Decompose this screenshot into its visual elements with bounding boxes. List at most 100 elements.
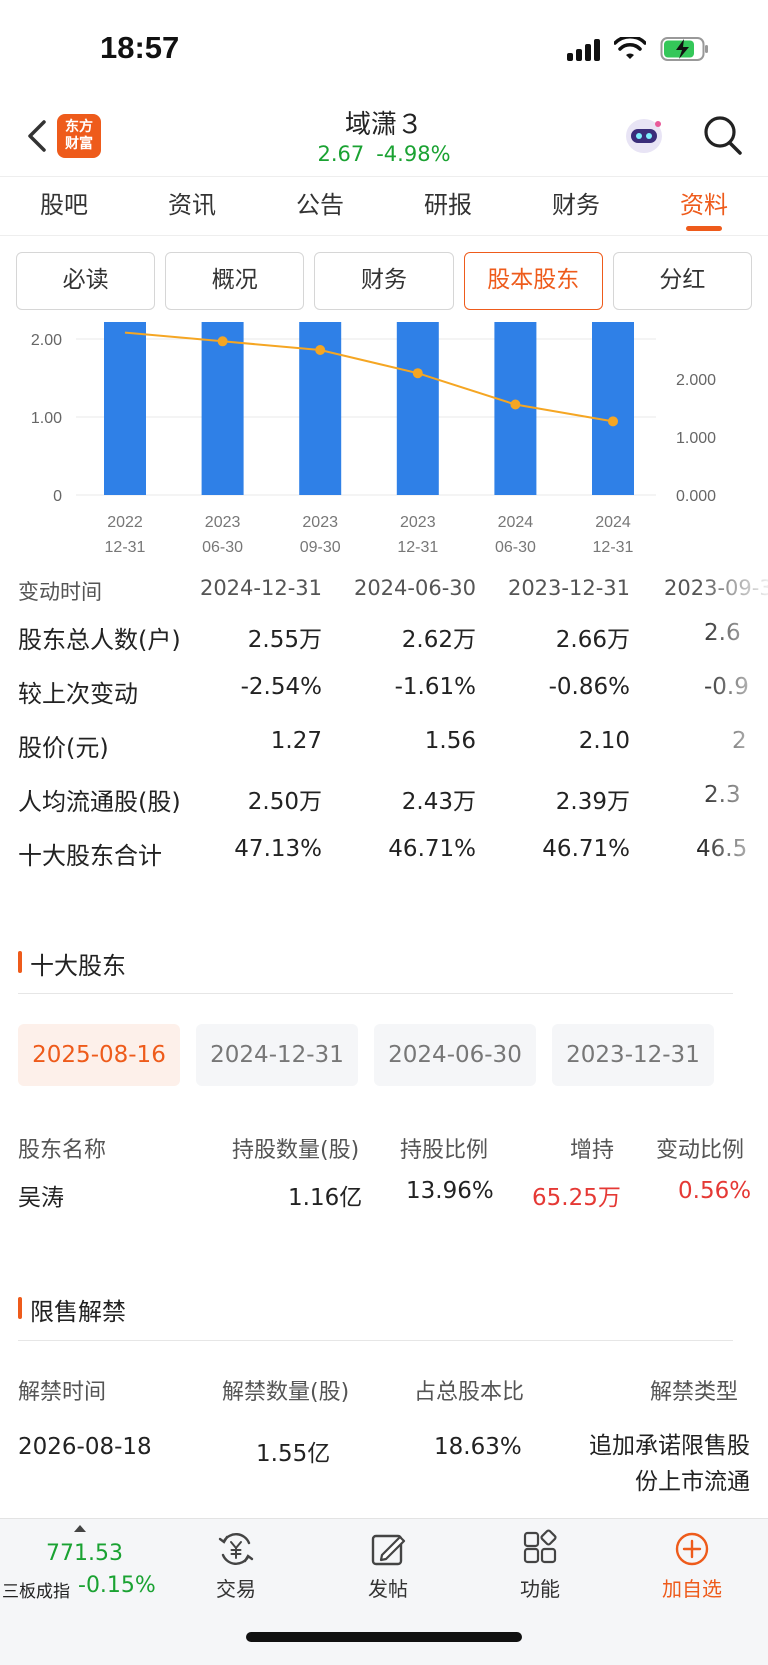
chart-right-tick-label: 0.000 [676,488,716,505]
index-ticker[interactable]: 771.53 三板成指 -0.15% [0,1519,160,1609]
cell: 2.55万 [247,627,322,653]
unlock-ratio: 18.63% [434,1434,522,1460]
date-chip[interactable]: 2025-08-16 [18,1024,180,1086]
chart-x-tick-label: 12-31 [593,539,634,556]
subtab-shareholders[interactable]: 股本股东 [463,252,603,310]
nav-functions-label: 功能 [520,1577,560,1601]
unlock-type-line1: 追加承诺限售股 [589,1433,750,1459]
date-chip[interactable]: 2024-12-31 [196,1024,358,1086]
divider [18,993,733,994]
cell: 2.62万 [401,627,476,653]
index-change: -0.15% [78,1573,156,1598]
tab-research[interactable]: 研报 [424,191,472,219]
holder-shares: 1.16亿 [288,1185,363,1211]
col-unlock-type: 解禁类型 [650,1380,739,1405]
stock-name: 域潇３ [344,110,423,140]
back-arrow-icon[interactable] [22,114,52,158]
col-change-ratio: 变动比例 [656,1138,745,1163]
chart-x-tick-label: 12-31 [105,539,146,556]
chart-left-tick-label: 2.00 [31,332,62,349]
chart-x-tick-label: 2023 [205,514,241,531]
section-title-top10: 十大股东 [18,946,126,981]
table-scroll-fade [698,570,768,870]
logo-line-1: 东方 [65,119,93,135]
home-indicator [246,1632,522,1642]
unlock-type: 追加承诺限售股 份上市流通 [566,1428,750,1500]
row-label: 股价(元) [18,734,109,762]
shareholder-chart-svg: 2.001.0002.0001.0000.000202212-31202306-… [31,322,716,556]
holder-increase: 65.25万 [532,1185,621,1211]
table-row: 股价(元) 1.27 1.56 2.10 2 [0,720,768,770]
nav-add-watchlist-button[interactable]: 加自选 [632,1529,752,1602]
unlock-type-line2: 份上市流通 [635,1469,750,1495]
chart-x-tick-label: 2024 [595,514,631,531]
chart-x-tick-label: 09-30 [300,539,341,556]
subtab-dividend[interactable]: 分红 [612,252,753,310]
subtab-must-read[interactable]: 必读 [16,252,156,310]
cell: 2.66万 [555,627,630,653]
chart-left-tick-label: 0 [53,488,62,505]
chart-left-tick-label: 1.00 [31,410,62,427]
caret-up-icon [74,1525,86,1532]
tab-guba[interactable]: 股吧 [40,191,88,219]
chart-bar [396,322,439,495]
chart-bar [104,322,146,495]
holders-change-table[interactable]: 变动时间 2024-12-31 2024-06-30 2023-12-31 20… [0,570,768,870]
unlock-amount: 1.55亿 [256,1441,331,1467]
chart-line-point [217,336,228,347]
holder-name: 吴涛 [18,1185,64,1211]
tab-finance[interactable]: 财务 [552,191,600,219]
row-label: 十大股东合计 [18,842,162,870]
holders-table-column: 2024-12-31 [199,576,322,600]
stock-price: 2.67 [317,142,365,166]
search-icon[interactable] [700,110,744,158]
date-chip[interactable]: 2023-12-31 [552,1024,714,1086]
nav-post-button[interactable]: 发帖 [328,1529,448,1602]
ai-assistant-robot-icon[interactable] [620,114,668,158]
holder-change-ratio: 0.56% [678,1178,752,1204]
section-title-unlock: 限售解禁 [18,1292,126,1327]
subtab-overview[interactable]: 概况 [165,252,305,310]
cell: 2.10 [578,728,630,754]
table-row[interactable]: 吴涛 1.16亿 13.96% 65.25万 0.56% [0,1178,768,1218]
nav-functions-button[interactable]: 功能 [480,1529,600,1602]
holders-table-column: 2023-12-31 [507,576,630,600]
cellular-signal-icon [567,37,600,61]
nav-trade-button[interactable]: 交易 [176,1529,296,1602]
cell: -0.86% [548,674,630,700]
chart-series-line [124,331,614,423]
cell: 1.56 [424,728,476,754]
col-unlock-ratio: 占总股本比 [414,1380,525,1405]
wifi-icon [614,37,646,59]
tab-announcements[interactable]: 公告 [296,191,344,219]
table-row: 较上次变动 -2.54% -1.61% -0.86% -0.9 [0,666,768,716]
tab-profile[interactable]: 资料 [640,177,768,235]
cell: 2.50万 [247,789,322,815]
status-icons [567,36,710,62]
grid-apps-icon [523,1529,557,1564]
chart-line-point [510,399,521,410]
index-value: 771.53 [46,1541,123,1566]
col-unlock-date: 解禁时间 [18,1380,107,1405]
cell: 2.43万 [401,789,476,815]
holders-table-column: 2024-06-30 [353,576,476,600]
status-bar: 18:57 [0,0,768,100]
divider [18,1340,733,1341]
tab-news[interactable]: 资讯 [168,191,216,219]
chart-x-tick-label: 2023 [302,514,338,531]
cell: 1.27 [270,728,322,754]
chart-x-tick-label: 06-30 [495,539,536,556]
bottom-toolbar: 771.53 三板成指 -0.15% 交易 发帖 功能 [0,1518,768,1665]
main-tabs: 股吧 资讯 公告 研报 财务 资料 [0,176,768,236]
status-time: 18:57 [100,30,180,65]
chart-x-tick-label: 2022 [107,514,143,531]
cell: 47.13% [234,836,322,862]
col-unlock-amount: 解禁数量(股) [222,1380,350,1405]
nav-add-watchlist-label: 加自选 [662,1577,722,1601]
cell: 46.71% [542,836,630,862]
subtab-finance[interactable]: 财务 [314,252,454,310]
date-chip[interactable]: 2024-06-30 [374,1024,536,1086]
add-circle-icon [675,1532,709,1566]
table-row: 十大股东合计 47.13% 46.71% 46.71% 46.5 [0,828,768,870]
row-label: 较上次变动 [18,680,138,708]
